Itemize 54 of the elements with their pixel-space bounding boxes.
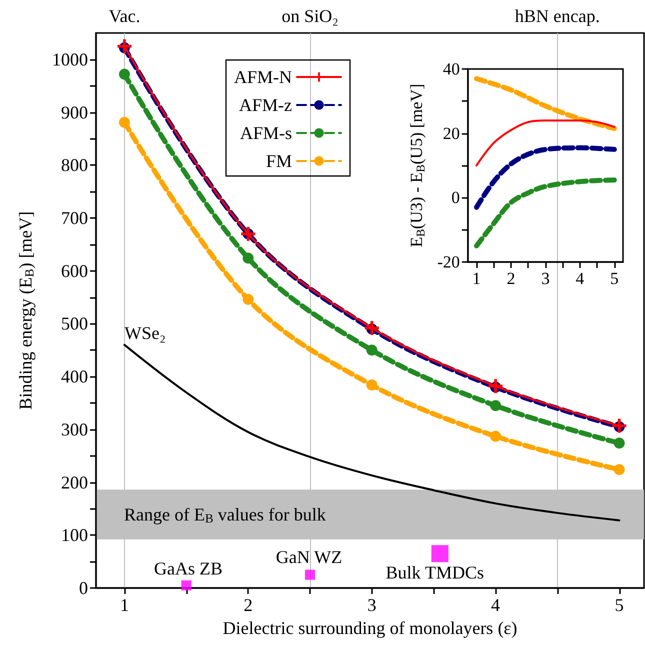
annotation: WSe₂ [124, 322, 166, 343]
x-tick-label: 2 [244, 595, 253, 615]
ref-line-label: on SiO₂ [282, 6, 338, 26]
x-tick-label: 3 [541, 269, 550, 288]
point [118, 68, 130, 80]
x-tick-label: 4 [576, 269, 585, 288]
y-tick-label: 900 [61, 102, 88, 122]
legend-label: AFM-z [239, 95, 292, 115]
y-axis-title: EB(U3) - EB(U5) [meV] [407, 84, 428, 248]
y-tick-label: 500 [61, 314, 88, 334]
point [118, 116, 130, 128]
y-tick-label: 600 [61, 260, 88, 281]
y-tick-label: -20 [437, 252, 460, 272]
point [612, 418, 626, 433]
y-tick-label: 40 [442, 60, 460, 78]
ref-line-label: hBN encap. [514, 6, 600, 26]
x-tick-label: 5 [614, 595, 624, 615]
x-tick-label: 2 [506, 269, 516, 288]
y-tick-label: 20 [442, 124, 460, 143]
y-tick-label: 400 [61, 366, 88, 387]
point [366, 380, 378, 391]
y-tick-label: 100 [61, 525, 88, 546]
legend-label: AFM-N [234, 67, 292, 87]
x-axis-title: Dielectric surrounding of monolayers (ε) [222, 618, 518, 638]
point [490, 400, 502, 412]
y-tick-label: 300 [61, 419, 88, 440]
x-tick-label: 1 [120, 595, 129, 615]
point [242, 294, 254, 305]
annotation: GaN WZ [276, 546, 342, 567]
point [488, 379, 503, 394]
legend-label: FM [266, 151, 292, 171]
y-axis-title: Binding energy (EB) [meV] [15, 211, 36, 410]
ref-line-label: Vac. [108, 6, 140, 26]
point [614, 464, 625, 476]
annotation: Bulk TMDCs [386, 562, 484, 583]
y-tick-label: 0 [79, 578, 88, 598]
y-tick-label: 1000 [52, 49, 88, 70]
y-tick-label: 700 [61, 208, 88, 228]
x-tick-label: 5 [610, 269, 619, 288]
line-series [476, 119, 616, 166]
x-tick-label: 1 [472, 269, 481, 288]
annotation: GaAs ZB [154, 558, 223, 578]
point [364, 320, 379, 335]
y-tick-label: 200 [61, 472, 88, 492]
y-tick-label: 0 [451, 188, 460, 208]
point [242, 252, 254, 264]
point [117, 39, 132, 54]
point [490, 430, 502, 442]
point [614, 438, 625, 449]
x-tick-label: 3 [367, 595, 376, 615]
y-tick-label: 800 [61, 155, 88, 176]
legend-label: AFM-s [240, 123, 292, 143]
x-tick-label: 4 [491, 595, 500, 615]
point [366, 344, 378, 356]
